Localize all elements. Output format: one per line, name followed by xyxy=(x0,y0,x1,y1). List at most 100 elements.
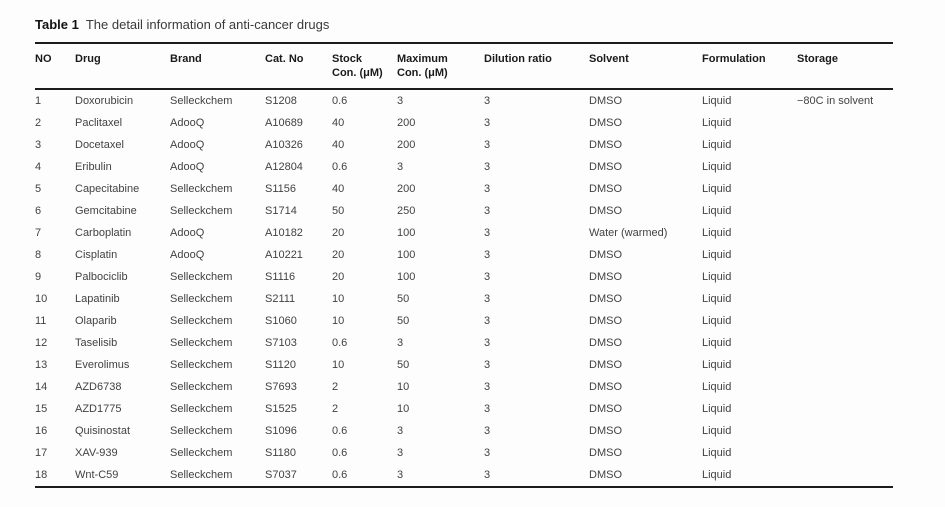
table-cell xyxy=(797,310,893,332)
table-caption-text: The detail information of anti-cancer dr… xyxy=(85,17,330,32)
table-cell: DMSO xyxy=(589,293,622,305)
table-cell: 3 xyxy=(397,161,404,173)
table-cell xyxy=(797,156,893,178)
table-cell: 50 xyxy=(397,293,410,305)
table-row: 6 Gemcitabine Selleckchem S1714 50 250 3 DMSO Li… xyxy=(35,200,893,222)
table-cell: DMSO xyxy=(589,447,622,459)
table-cell: 3 xyxy=(484,271,491,283)
table-cell: DMSO xyxy=(589,359,622,371)
table-cell: 14 xyxy=(35,381,48,393)
table-cell xyxy=(797,222,893,244)
table-cell xyxy=(797,376,893,398)
table-cell: 12 xyxy=(35,337,48,349)
table-cell: DMSO xyxy=(589,403,622,415)
table-cell xyxy=(797,420,893,442)
table-cell: DMSO xyxy=(589,249,622,261)
table-row: 9 Palbociclib Selleckchem S1116 20 100 3 DMSO Li… xyxy=(35,266,893,288)
table-cell: 3 xyxy=(484,447,491,459)
table-cell: 13 xyxy=(35,359,48,371)
table-cell xyxy=(797,266,893,288)
table-cell xyxy=(797,134,893,156)
table-cell xyxy=(797,112,893,134)
table-row: 15 AZD1775 Selleckchem S1525 2 10 3 DMSO Liquid xyxy=(35,398,893,420)
table-cell: XAV-939 xyxy=(75,447,118,459)
table-cell: Liquid xyxy=(702,469,732,481)
column-header-dilution-ratio: Dilution ratio xyxy=(484,43,589,90)
table-cell: A10689 xyxy=(265,117,303,129)
table-cell: 9 xyxy=(35,271,42,283)
table-cell: Selleckchem xyxy=(170,403,233,415)
table-row: 7 Carboplatin AdooQ A10182 20 100 3 Water (warm… xyxy=(35,222,893,244)
table-cell: Selleckchem xyxy=(170,315,233,327)
table-cell: S7037 xyxy=(265,469,297,481)
table-cell: Selleckchem xyxy=(170,337,233,349)
table-cell: DMSO xyxy=(589,315,622,327)
table-cell: 0.6 xyxy=(332,95,348,107)
table-cell: DMSO xyxy=(589,117,622,129)
table-cell: AZD6738 xyxy=(75,381,122,393)
table-cell: Selleckchem xyxy=(170,293,233,305)
table-cell: Everolimus xyxy=(75,359,130,371)
table-cell: S1180 xyxy=(265,447,296,459)
table-cell: 18 xyxy=(35,469,48,481)
table-cell: 17 xyxy=(35,447,48,459)
table-row: 10 Lapatinib Selleckchem S2111 10 50 3 DMSO Liqu… xyxy=(35,288,893,310)
table-cell: 3 xyxy=(484,139,491,151)
table-cell: 2 xyxy=(332,381,339,393)
table-cell: 0.6 xyxy=(332,337,348,349)
table-cell: 100 xyxy=(397,249,416,261)
table-cell: Liquid xyxy=(702,403,732,415)
table-cell: 7 xyxy=(35,227,42,239)
table-cell: Eribulin xyxy=(75,161,112,173)
table-cell: S7693 xyxy=(265,381,297,393)
table-cell: 200 xyxy=(397,117,416,129)
table-cell: 10 xyxy=(332,359,345,371)
table-cell: 100 xyxy=(397,271,416,283)
table-cell xyxy=(797,200,893,222)
table-cell: Selleckchem xyxy=(170,359,233,371)
column-header-stock-con: Stock Con. (μM) xyxy=(332,43,397,90)
table-row: 13 Everolimus Selleckchem S1120 10 50 3 DMSO Liq… xyxy=(35,354,893,376)
table-cell: 3 xyxy=(484,337,491,349)
table-cell: 250 xyxy=(397,205,416,217)
table-cell: S1060 xyxy=(265,315,297,327)
table-cell: −80C in solvent xyxy=(797,95,874,107)
table-cell: DMSO xyxy=(589,205,622,217)
table-cell: DMSO xyxy=(589,425,622,437)
table-cell: S1714 xyxy=(265,205,297,217)
table-cell: S1116 xyxy=(265,271,296,283)
table-cell: A10326 xyxy=(265,139,303,151)
table-cell: Selleckchem xyxy=(170,95,233,107)
table-cell: 0.6 xyxy=(332,447,348,459)
table-cell: Lapatinib xyxy=(75,293,120,305)
table-cell: 3 xyxy=(484,403,491,415)
table-cell: Capecitabine xyxy=(75,183,140,195)
table-row: 2 Paclitaxel AdooQ A10689 40 200 3 DMSO Liquid xyxy=(35,112,893,134)
table-cell: A10221 xyxy=(265,249,303,261)
table-cell: 3 xyxy=(484,293,491,305)
table-row: 4 Eribulin AdooQ A12804 0.6 3 3 DMSO Liquid xyxy=(35,156,893,178)
column-header-brand: Brand xyxy=(170,43,265,90)
table-cell: Liquid xyxy=(702,95,732,107)
table-cell: DMSO xyxy=(589,337,622,349)
table-body: 1 Doxorubicin Selleckchem S1208 0.6 3 3 DMSO Liq… xyxy=(35,89,893,487)
table-cell: Water (warmed) xyxy=(589,227,668,239)
table-cell: Selleckchem xyxy=(170,205,233,217)
table-cell: Gemcitabine xyxy=(75,205,137,217)
table-cell: 200 xyxy=(397,139,416,151)
table-row: 14 AZD6738 Selleckchem S7693 2 10 3 DMSO Liquid xyxy=(35,376,893,398)
table-cell: AdooQ xyxy=(170,249,205,261)
table-cell: 3 xyxy=(397,95,404,107)
table-cell: Selleckchem xyxy=(170,447,233,459)
table-cell: 3 xyxy=(484,227,491,239)
table-cell: AdooQ xyxy=(170,161,205,173)
column-header-no: NO xyxy=(35,43,75,90)
table-cell: Liquid xyxy=(702,183,732,195)
table-cell: 200 xyxy=(397,183,416,195)
table-cell xyxy=(797,398,893,420)
table-cell: DMSO xyxy=(589,161,622,173)
column-header-cat-no: Cat. No xyxy=(265,43,332,90)
table-cell: DMSO xyxy=(589,183,622,195)
table-header-row: NO Drug Brand Cat. No Stock Con. (μM) Ma… xyxy=(35,43,893,90)
table-cell: Liquid xyxy=(702,161,732,173)
